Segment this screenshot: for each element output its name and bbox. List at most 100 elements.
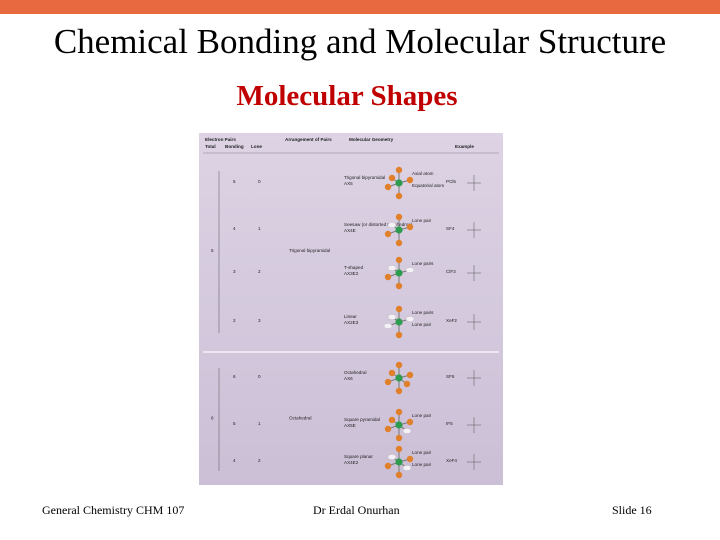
lone-count: 3 bbox=[258, 318, 261, 323]
lone-count: 1 bbox=[258, 421, 261, 426]
atom bbox=[406, 176, 414, 184]
column-header: Electron Pairs bbox=[205, 137, 236, 142]
accent-bar bbox=[0, 0, 720, 14]
bonding-count: 6 bbox=[233, 374, 236, 379]
atom bbox=[384, 462, 392, 470]
atom bbox=[395, 434, 403, 442]
formula: AX5 bbox=[344, 181, 353, 186]
lone-count: 2 bbox=[258, 269, 261, 274]
geometry: Octahedral bbox=[344, 370, 366, 375]
footer-slide: Slide 16 bbox=[612, 503, 652, 517]
footer-course: General Chemistry CHM 107 bbox=[42, 503, 185, 517]
column-header: Total bbox=[205, 144, 216, 149]
lone-pair bbox=[387, 314, 397, 320]
annotation: Lone pair bbox=[412, 450, 432, 455]
geometry: Square planar bbox=[344, 454, 373, 459]
figure: Electron Pairs Total Bonding Lone Arrangemen… bbox=[199, 133, 503, 485]
lone-pair bbox=[387, 454, 397, 460]
central-atom bbox=[395, 226, 403, 234]
arrangement: Trigonal bipyramidal bbox=[289, 248, 330, 253]
atom bbox=[395, 166, 403, 174]
column-header: Lone bbox=[251, 144, 262, 149]
central-atom bbox=[395, 269, 403, 277]
atom bbox=[388, 369, 396, 377]
atom bbox=[406, 418, 414, 426]
example: XeF2 bbox=[446, 318, 457, 323]
central-atom bbox=[395, 421, 403, 429]
lone-pair bbox=[402, 428, 412, 434]
example: IF5 bbox=[446, 421, 453, 426]
geometry: T-shaped bbox=[344, 265, 364, 270]
atom bbox=[395, 282, 403, 290]
central-atom bbox=[395, 458, 403, 466]
lone-count: 0 bbox=[258, 179, 261, 184]
atom bbox=[403, 380, 411, 388]
atom bbox=[395, 387, 403, 395]
total-count: 6 bbox=[211, 416, 214, 421]
annotation: Lone pair bbox=[412, 218, 432, 223]
formula: AX5E bbox=[344, 423, 356, 428]
annotation: Axial atom bbox=[412, 171, 434, 176]
slide-subtitle: Molecular Shapes bbox=[236, 80, 458, 112]
lone-count: 2 bbox=[258, 458, 261, 463]
lone-pair bbox=[405, 267, 415, 273]
geometry: Linear bbox=[344, 314, 357, 319]
annotation: Lone pairs bbox=[412, 310, 434, 315]
lone-count: 1 bbox=[258, 226, 261, 231]
example: ClF3 bbox=[446, 269, 456, 274]
bonding-count: 4 bbox=[233, 458, 236, 463]
column-header: Molecular Geometry bbox=[349, 137, 394, 142]
lone-pair bbox=[383, 323, 393, 329]
column-header: Example bbox=[455, 144, 474, 149]
example: SF6 bbox=[446, 374, 455, 379]
central-atom bbox=[395, 374, 403, 382]
central-atom bbox=[395, 318, 403, 326]
atom bbox=[395, 239, 403, 247]
lone-pair bbox=[402, 465, 412, 471]
lone-pair bbox=[387, 222, 397, 228]
bonding-count: 4 bbox=[233, 226, 236, 231]
lone-pair bbox=[405, 316, 415, 322]
column-header: Bonding bbox=[225, 144, 244, 149]
annotation: Equatorial atom bbox=[412, 183, 444, 188]
bonding-count: 5 bbox=[233, 421, 236, 426]
arrangement: Octahedral bbox=[289, 416, 311, 421]
annotation: Lone pair bbox=[412, 462, 432, 467]
atom bbox=[384, 230, 392, 238]
footer-author: Dr Erdal Onurhan bbox=[313, 503, 400, 517]
formula: AX2E3 bbox=[344, 320, 359, 325]
formula: AX4E bbox=[344, 228, 356, 233]
bonding-count: 2 bbox=[233, 318, 236, 323]
lone-count: 0 bbox=[258, 374, 261, 379]
geometry: Square pyramidal bbox=[344, 417, 380, 422]
atom bbox=[406, 371, 414, 379]
lone-pair bbox=[387, 265, 397, 271]
atom bbox=[395, 305, 403, 313]
formula: AX4E2 bbox=[344, 460, 359, 465]
atom bbox=[395, 213, 403, 221]
atom bbox=[384, 273, 392, 281]
atom bbox=[384, 183, 392, 191]
atom bbox=[388, 174, 396, 182]
slide-title: Chemical Bonding and Molecular Structure bbox=[53, 22, 667, 61]
geometry: Seesaw (or distorted tetrahedron) bbox=[344, 222, 413, 227]
example: PCl5 bbox=[446, 179, 456, 184]
annotation: Lone pairs bbox=[412, 261, 434, 266]
atom bbox=[384, 378, 392, 386]
atom bbox=[395, 445, 403, 453]
atom bbox=[395, 471, 403, 479]
bonding-count: 5 bbox=[233, 179, 236, 184]
geometry: Trigonal bipyramidal bbox=[344, 175, 385, 180]
atom bbox=[395, 361, 403, 369]
total-count: 5 bbox=[211, 248, 214, 253]
annotation: Lone pair bbox=[412, 413, 432, 418]
atom bbox=[395, 192, 403, 200]
atom bbox=[395, 256, 403, 264]
atom bbox=[406, 455, 414, 463]
figure-background bbox=[199, 133, 503, 485]
example: XeF4 bbox=[446, 458, 457, 463]
bonding-count: 3 bbox=[233, 269, 236, 274]
atom bbox=[388, 416, 396, 424]
formula: AX3E2 bbox=[344, 271, 359, 276]
